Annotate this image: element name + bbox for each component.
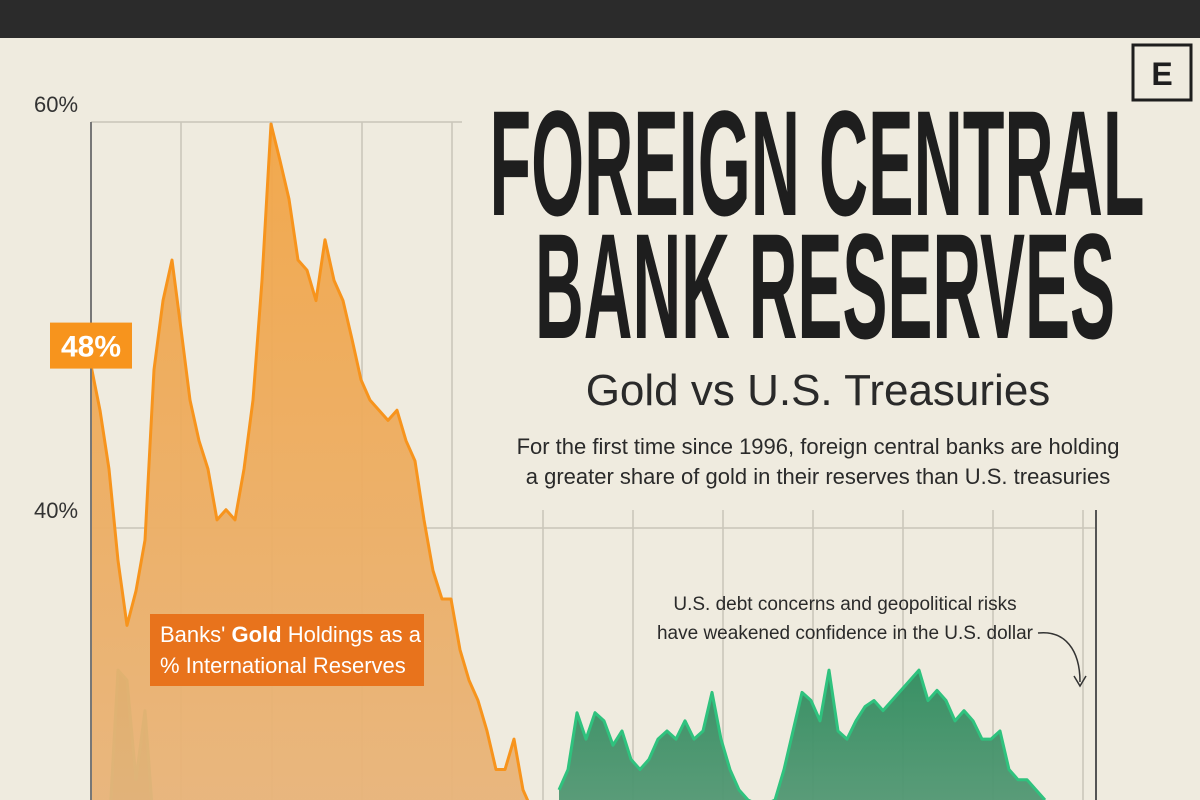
value-label-box <box>50 322 132 369</box>
top-bar <box>0 0 1200 38</box>
series-label-part: Holdings as a <box>282 622 422 647</box>
annotation: U.S. debt concerns and geopolitical risk… <box>673 594 1016 615</box>
annotation: have weakened confidence in the U.S. dol… <box>657 623 1034 644</box>
description: For the first time since 1996, foreign c… <box>517 434 1120 459</box>
logo: E <box>1151 56 1172 92</box>
series-area <box>91 124 532 800</box>
title-line: BANK RESERVES <box>535 202 1115 370</box>
annotation-arrowhead <box>1073 675 1087 688</box>
y-tick-label: 40% <box>34 498 78 523</box>
labels: 48% <box>50 322 132 369</box>
value-label: 48% <box>61 331 121 364</box>
series-label: Banks' Gold Holdings as a <box>160 622 422 647</box>
logo-box <box>1131 43 1193 102</box>
title-line: FOREIGN CENTRAL <box>490 79 1145 247</box>
series-line <box>91 122 530 800</box>
series-label-box <box>150 614 424 686</box>
y-tick-label: 60% <box>34 92 78 117</box>
series-label-part: Gold <box>231 622 281 647</box>
series-label: % International Reserves <box>160 653 406 678</box>
subtitle: Gold vs U.S. Treasuries <box>586 366 1051 415</box>
annotation-arrow <box>1037 632 1081 683</box>
description: a greater share of gold in their reserve… <box>526 464 1111 489</box>
series-label-part: Banks' <box>160 622 231 647</box>
